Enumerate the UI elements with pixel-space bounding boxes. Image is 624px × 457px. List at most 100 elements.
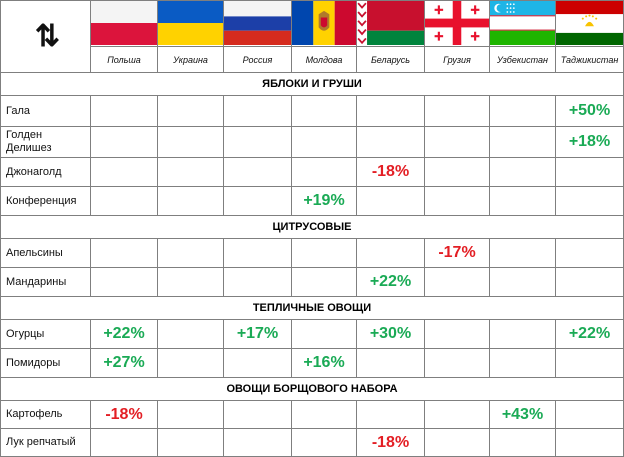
empty-cell: [90, 267, 158, 297]
empty-cell: [223, 157, 292, 187]
ukraine-flag-icon: [157, 0, 224, 47]
empty-cell: [489, 95, 556, 127]
empty-cell: [356, 400, 425, 429]
price-change-value: +18%: [555, 126, 624, 158]
country-header-uzbekistan[interactable]: Узбекистан: [489, 46, 556, 73]
empty-cell: [157, 348, 224, 378]
product-row: Голден Делишез +18%: [0, 126, 624, 158]
empty-cell: [356, 186, 425, 216]
empty-cell: [424, 186, 490, 216]
empty-cell: [90, 157, 158, 187]
product-row: Мандарины +22%: [0, 267, 624, 297]
product-row: Апельсины -17%: [0, 238, 624, 268]
section-header-row: ТЕПЛИЧНЫЕ ОВОЩИ: [0, 296, 624, 320]
empty-cell: [489, 157, 556, 187]
empty-cell: [90, 126, 158, 158]
empty-cell: [424, 95, 490, 127]
product-name: Лук репчатый: [0, 428, 91, 457]
empty-cell: [291, 126, 357, 158]
price-change-value: +50%: [555, 95, 624, 127]
empty-cell: [291, 157, 357, 187]
price-change-value: +19%: [291, 186, 357, 216]
empty-cell: [555, 186, 624, 216]
country-header-poland[interactable]: Польша: [90, 46, 158, 73]
empty-cell: [356, 348, 425, 378]
empty-cell: [555, 348, 624, 378]
section-header-row: ЦИТРУСОВЫЕ: [0, 215, 624, 239]
empty-cell: [157, 95, 224, 127]
product-name: Помидоры: [0, 348, 91, 378]
empty-cell: [291, 267, 357, 297]
empty-cell: [489, 428, 556, 457]
empty-cell: [157, 157, 224, 187]
country-header-ukraine[interactable]: Украина: [157, 46, 224, 73]
country-header-russia[interactable]: Россия: [223, 46, 292, 73]
empty-cell: [424, 267, 490, 297]
product-name: Джонаголд: [0, 157, 91, 187]
empty-cell: [157, 126, 224, 158]
section-title: ОВОЩИ БОРЩОВОГО НАБОРА: [0, 377, 624, 401]
sort-button[interactable]: ⇅: [0, 0, 91, 73]
product-row: Огурцы +22% +17% +30% +22%: [0, 319, 624, 349]
price-change-value: +27%: [90, 348, 158, 378]
sort-icon: ⇅: [34, 20, 60, 53]
country-header-tajikistan[interactable]: Таджикистан: [555, 46, 624, 73]
price-change-value: +22%: [90, 319, 158, 349]
country-header-moldova[interactable]: Молдова: [291, 46, 357, 73]
empty-cell: [223, 95, 292, 127]
empty-cell: [223, 126, 292, 158]
product-row: Картофель -18% +43%: [0, 400, 624, 429]
empty-cell: [489, 319, 556, 349]
empty-cell: [157, 238, 224, 268]
russia-flag-icon: [223, 0, 292, 47]
product-name: Картофель: [0, 400, 91, 429]
empty-cell: [291, 95, 357, 127]
poland-flag-icon: [90, 0, 158, 47]
empty-cell: [424, 157, 490, 187]
empty-cell: [223, 238, 292, 268]
product-row: Помидоры +27% +16%: [0, 348, 624, 378]
section-header-row: ОВОЩИ БОРЩОВОГО НАБОРА: [0, 377, 624, 401]
empty-cell: [356, 95, 425, 127]
country-header-georgia[interactable]: Грузия: [424, 46, 490, 73]
empty-cell: [223, 428, 292, 457]
product-name: Апельсины: [0, 238, 91, 268]
empty-cell: [223, 186, 292, 216]
georgia-flag-icon: [424, 0, 490, 47]
uzbekistan-flag-icon: [489, 0, 556, 47]
empty-cell: [424, 126, 490, 158]
empty-cell: [157, 186, 224, 216]
empty-cell: [90, 238, 158, 268]
empty-cell: [157, 267, 224, 297]
country-header-row: Польша Украина Россия Молдова Беларусь Грузия…: [1, 46, 624, 73]
section-header-row: ЯБЛОКИ И ГРУШИ: [0, 72, 624, 96]
section-title: ТЕПЛИЧНЫЕ ОВОЩИ: [0, 296, 624, 320]
country-header-belarus[interactable]: Беларусь: [356, 46, 425, 73]
empty-cell: [555, 267, 624, 297]
price-change-value: +16%: [291, 348, 357, 378]
empty-cell: [90, 95, 158, 127]
empty-cell: [555, 400, 624, 429]
section-title: ЯБЛОКИ И ГРУШИ: [0, 72, 624, 96]
empty-cell: [489, 186, 556, 216]
belarus-flag-icon: [356, 0, 425, 47]
empty-cell: [555, 428, 624, 457]
section-title: ЦИТРУСОВЫЕ: [0, 215, 624, 239]
empty-cell: [223, 400, 292, 429]
tajikistan-flag-icon: [555, 0, 624, 47]
price-change-value: -17%: [424, 238, 490, 268]
product-name: Мандарины: [0, 267, 91, 297]
empty-cell: [424, 428, 490, 457]
empty-cell: [424, 348, 490, 378]
empty-cell: [555, 157, 624, 187]
price-change-value: +22%: [555, 319, 624, 349]
empty-cell: [356, 126, 425, 158]
empty-cell: [489, 348, 556, 378]
flag-row: ⇅: [0, 0, 624, 73]
price-change-value: +22%: [356, 267, 425, 297]
price-change-value: -18%: [356, 157, 425, 187]
empty-cell: [157, 400, 224, 429]
empty-cell: [489, 238, 556, 268]
price-change-value: +43%: [489, 400, 556, 429]
